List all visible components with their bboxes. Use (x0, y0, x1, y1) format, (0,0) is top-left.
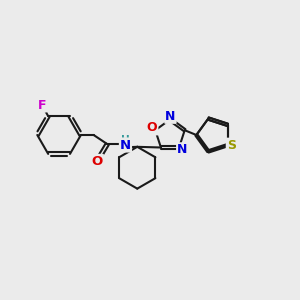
Text: N: N (177, 143, 188, 156)
Text: O: O (92, 155, 103, 168)
Text: O: O (147, 122, 158, 134)
Text: H: H (121, 135, 130, 145)
Text: S: S (227, 139, 236, 152)
Text: N: N (120, 139, 131, 152)
Text: N: N (165, 110, 176, 123)
Text: F: F (38, 99, 46, 112)
